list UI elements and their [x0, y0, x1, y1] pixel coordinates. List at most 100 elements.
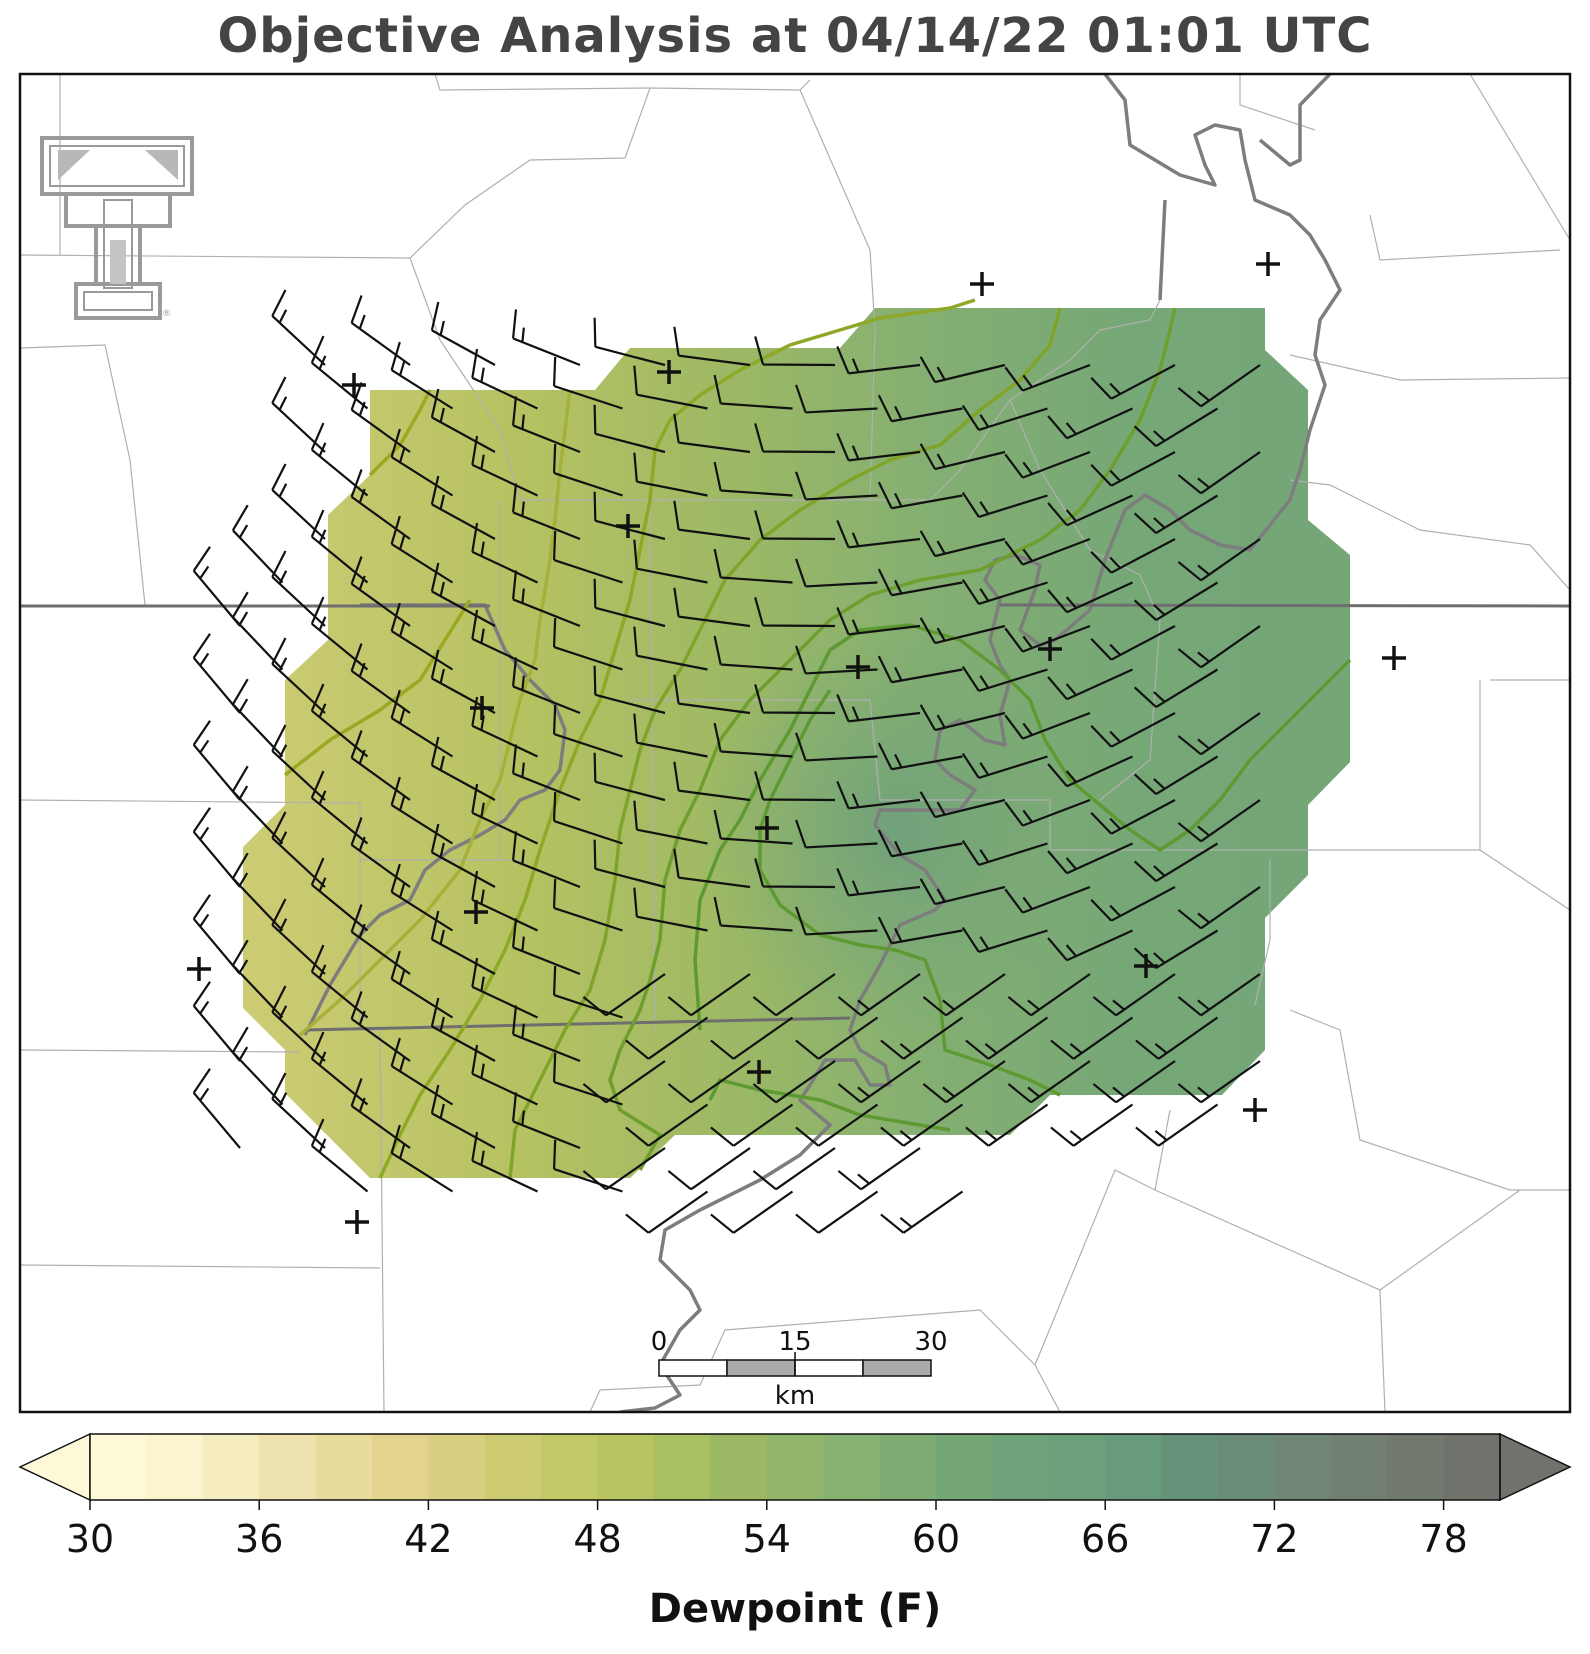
wind-barb — [1047, 929, 1133, 962]
wind-barb — [795, 1016, 879, 1060]
wind-barb — [965, 1016, 1049, 1060]
wind-barb — [271, 550, 326, 627]
wind-barb — [350, 817, 411, 888]
wind-barb — [350, 904, 411, 975]
wind-barb — [1177, 712, 1261, 756]
wind-barb — [1177, 451, 1261, 495]
svg-text:®: ® — [162, 309, 171, 319]
wind-barb — [552, 530, 623, 584]
wind-barb — [390, 428, 454, 497]
wind-barb — [919, 617, 1006, 645]
wind-barb — [310, 770, 369, 845]
colorbar-tick-label: 30 — [66, 1517, 114, 1561]
colorbar-cell — [710, 1434, 768, 1500]
wind-barb — [673, 587, 751, 628]
colorbar-cell — [654, 1434, 711, 1500]
wind-barb — [471, 522, 538, 584]
colorbar-extend-low — [18, 1432, 91, 1502]
wind-barb — [1090, 799, 1176, 835]
wind-barb — [593, 317, 666, 367]
station-marker — [345, 1210, 369, 1234]
wind-barb — [965, 1103, 1049, 1147]
wind-barb — [713, 461, 793, 497]
colorbar-tick-label: 78 — [1419, 1517, 1467, 1561]
wind-barb — [511, 918, 581, 976]
wind-barb — [877, 655, 963, 684]
wind-barb — [390, 602, 454, 671]
station-marker — [846, 655, 870, 679]
wind-barb — [877, 481, 963, 510]
colorbar-cell — [1218, 1434, 1275, 1500]
wind-barb — [1090, 712, 1176, 748]
wind-barb — [836, 868, 921, 897]
scale-unit: km — [775, 1381, 815, 1411]
wind-barb — [961, 665, 1048, 692]
wind-barb — [752, 1147, 836, 1191]
wind-barb — [961, 578, 1048, 605]
wind-barb — [836, 607, 921, 636]
wind-barb — [961, 926, 1048, 953]
wind-barb — [795, 906, 878, 936]
colorbar-tick-label: 54 — [743, 1517, 791, 1561]
colorbar-cell — [90, 1434, 147, 1500]
colorbar-cell — [1330, 1434, 1388, 1500]
wind-barb — [350, 730, 411, 801]
wind-barb — [310, 596, 369, 671]
wind-barb — [593, 578, 666, 628]
wind-barb — [754, 336, 836, 367]
wind-barb — [471, 435, 538, 497]
wind-barb — [1004, 450, 1091, 479]
wind-barb — [310, 1118, 369, 1193]
wind-barb — [836, 346, 921, 375]
wind-barb — [795, 732, 878, 762]
wind-barb — [713, 548, 793, 584]
wind-barb — [552, 704, 623, 758]
colorbar-tick-label: 66 — [1081, 1517, 1129, 1561]
wind-barb — [922, 973, 1006, 1017]
wind-barb — [710, 1016, 794, 1060]
colorbar-cell — [541, 1434, 599, 1500]
station-marker — [1382, 646, 1406, 670]
wind-barb — [836, 781, 921, 810]
wind-barb — [192, 1068, 241, 1149]
wind-barb — [633, 800, 708, 845]
wind-barb — [582, 1060, 666, 1104]
wind-barb — [390, 776, 454, 845]
wind-barb — [919, 791, 1006, 819]
wind-barb — [310, 422, 369, 497]
wind-barb — [471, 870, 538, 932]
wind-barb — [310, 857, 369, 932]
wind-barb — [919, 878, 1006, 906]
colorbar-cell — [597, 1434, 655, 1500]
wind-barb — [350, 295, 411, 366]
wind-barb — [471, 1131, 538, 1193]
wind-barb — [552, 1052, 623, 1106]
wind-barb — [1004, 537, 1091, 566]
wind-barb — [1177, 799, 1261, 843]
colorbar-cell — [202, 1434, 260, 1500]
wind-barb — [271, 985, 326, 1062]
wind-barb — [430, 1084, 496, 1149]
wind-barb — [673, 674, 751, 715]
wind-barb — [430, 910, 496, 975]
station-marker — [464, 900, 488, 924]
wind-barb — [1177, 973, 1261, 1017]
wind-barb — [1133, 842, 1219, 883]
wind-barb — [795, 471, 878, 501]
wind-barb — [350, 991, 411, 1062]
colorbar-tick-label: 48 — [573, 1517, 621, 1561]
wind-barb — [350, 1078, 411, 1149]
wind-barb — [471, 696, 538, 758]
wind-barb — [837, 1147, 921, 1191]
wind-barb — [713, 374, 793, 410]
colorbar-tick-label: 42 — [404, 1517, 452, 1561]
wind-barb — [511, 1005, 581, 1063]
wind-barb — [271, 898, 326, 975]
wind-barb — [390, 950, 454, 1019]
colorbar-label: Dewpoint (F) — [648, 1586, 942, 1632]
wind-barb — [877, 568, 963, 597]
wind-barb — [310, 509, 369, 584]
wind-barb — [1050, 1103, 1134, 1147]
wind-barb — [673, 326, 751, 367]
colorbar-cell — [1048, 1434, 1106, 1500]
